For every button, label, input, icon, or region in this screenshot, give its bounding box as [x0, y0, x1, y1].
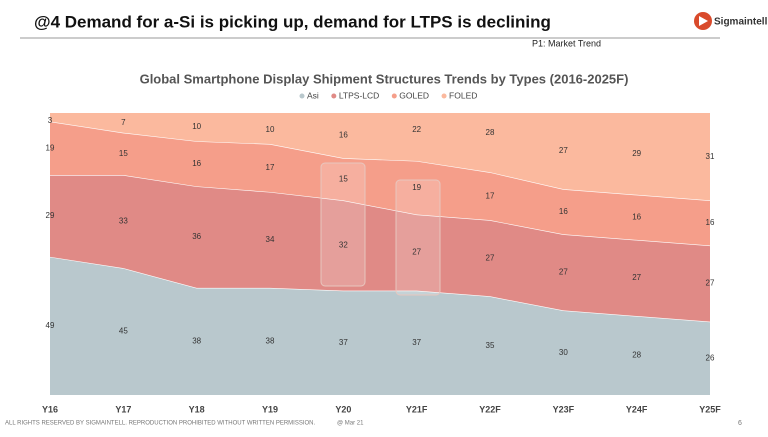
data-label: 31: [706, 152, 715, 161]
data-label: 35: [486, 341, 495, 350]
legend-swatch: [391, 93, 397, 99]
x-tick-label: Y17: [115, 404, 131, 414]
x-tick-label: Y19: [262, 404, 278, 414]
x-tick-label: Y20: [335, 404, 351, 414]
data-label: 22: [412, 125, 421, 134]
data-label: 10: [266, 125, 275, 134]
legend-label: Asi: [307, 90, 319, 100]
data-label: 29: [632, 149, 641, 158]
legend-swatch: [299, 93, 305, 99]
data-label: 15: [339, 174, 348, 183]
legend-label: FOLED: [449, 90, 477, 100]
highlight-box: [320, 162, 366, 287]
area: [50, 121, 710, 246]
data-label: 3: [48, 116, 53, 125]
highlight-box: [395, 179, 441, 296]
slide-title: @4 Demand for a-Si is picking up, demand…: [34, 12, 551, 31]
data-label: 16: [339, 131, 348, 140]
logo-icon-arrow: [699, 16, 708, 26]
data-label: 17: [486, 191, 495, 200]
data-label: 17: [266, 163, 275, 172]
data-label: 16: [192, 159, 201, 168]
data-label: 27: [632, 273, 641, 282]
x-tick-label: Y16: [42, 404, 58, 414]
x-tick-label: Y22F: [479, 404, 501, 414]
area: [50, 256, 710, 395]
data-label: 19: [412, 183, 421, 192]
legend-swatch: [441, 93, 447, 99]
data-label: 29: [46, 211, 55, 220]
data-label: 49: [46, 321, 55, 330]
x-tick-label: Y25F: [699, 404, 721, 414]
plot-area: [50, 113, 710, 395]
x-tick-label: Y18: [189, 404, 205, 414]
data-label: 37: [412, 338, 421, 347]
section-label: P1: Market Trend: [532, 38, 601, 48]
legend-label: LTPS-LCD: [339, 90, 379, 100]
data-label: 30: [559, 348, 568, 357]
data-label: 33: [119, 217, 128, 226]
data-label: 16: [706, 218, 715, 227]
data-label: 38: [266, 337, 275, 346]
x-tick-label: Y23F: [553, 404, 575, 414]
footer-date: @ Mar 21: [337, 421, 364, 427]
data-label: 16: [559, 207, 568, 216]
chart-title: Global Smartphone Display Shipment Struc…: [140, 71, 629, 86]
data-label: 45: [119, 327, 128, 336]
data-label: 28: [632, 351, 641, 360]
data-label: 7: [121, 118, 126, 127]
page-number: 6: [738, 420, 742, 427]
logo-text: Sigmaintell: [714, 17, 768, 28]
data-label: 16: [632, 212, 641, 221]
data-label: 26: [706, 353, 715, 362]
data-label: 37: [339, 338, 348, 347]
data-label: 27: [559, 146, 568, 155]
data-label: 28: [486, 128, 495, 137]
data-label: 27: [486, 253, 495, 262]
data-label: 10: [192, 122, 201, 131]
data-label: 34: [266, 235, 275, 244]
data-label: 27: [412, 248, 421, 257]
area: [50, 113, 710, 201]
legend-swatch: [331, 93, 337, 99]
data-label: 27: [706, 279, 715, 288]
x-tick-label: Y24F: [626, 404, 648, 414]
data-label: 27: [559, 267, 568, 276]
legend-label: GOLED: [399, 90, 429, 100]
data-label: 38: [192, 337, 201, 346]
data-label: 36: [192, 232, 201, 241]
x-tick-label: Y21F: [406, 404, 428, 414]
data-label: 15: [119, 149, 128, 158]
footer-rights: ALL RIGHTS RESERVED BY SIGMAINTELL. REPR…: [5, 421, 315, 427]
data-label: 32: [339, 241, 348, 250]
data-label: 19: [46, 143, 55, 152]
area: [50, 175, 710, 322]
